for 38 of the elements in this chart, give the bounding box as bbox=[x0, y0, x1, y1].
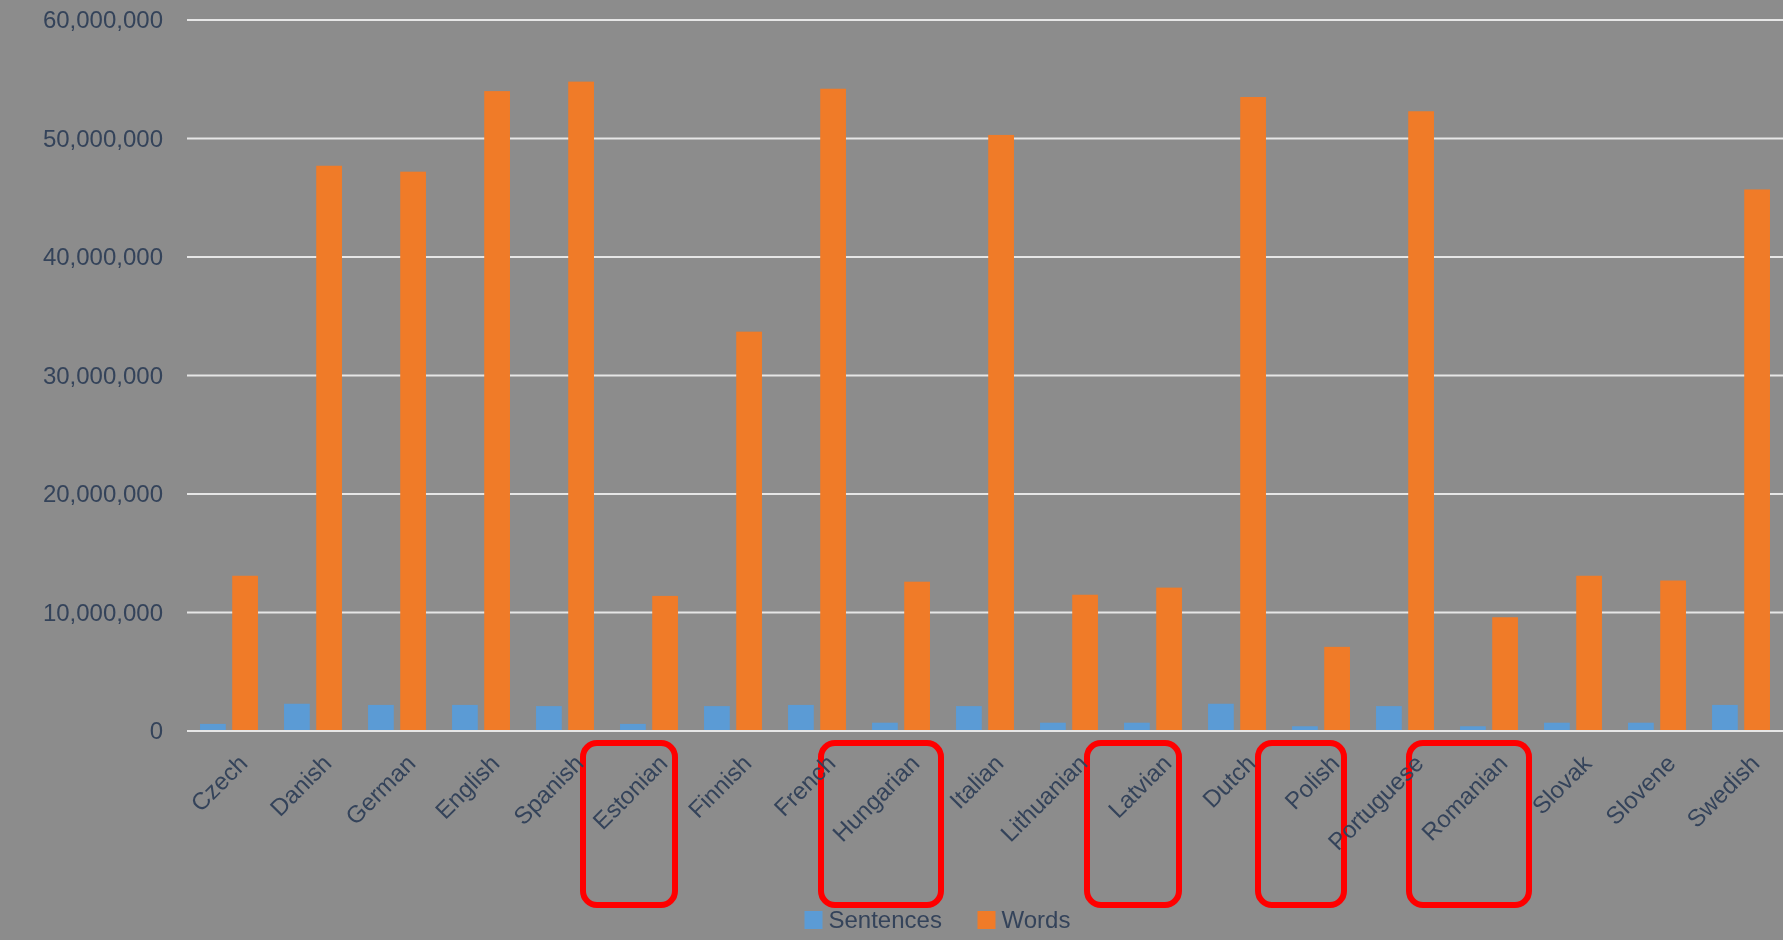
bar bbox=[956, 706, 982, 731]
bar bbox=[1660, 580, 1686, 731]
bar bbox=[1324, 646, 1350, 731]
bar bbox=[788, 704, 814, 731]
bar bbox=[820, 88, 846, 731]
bar bbox=[1376, 706, 1402, 731]
legend-label: Words bbox=[1001, 906, 1071, 934]
bar bbox=[232, 575, 258, 731]
y-tick-label: 20,000,000 bbox=[42, 480, 163, 508]
bar bbox=[1240, 97, 1266, 731]
y-tick-label: 10,000,000 bbox=[42, 598, 163, 626]
bar bbox=[452, 704, 478, 731]
bar bbox=[1576, 575, 1602, 731]
y-tick-label: 0 bbox=[149, 717, 163, 745]
bar bbox=[316, 165, 342, 731]
bar bbox=[400, 171, 426, 731]
bar bbox=[284, 703, 310, 731]
bar bbox=[736, 331, 762, 731]
y-tick-label: 50,000,000 bbox=[42, 124, 163, 152]
bar bbox=[1072, 594, 1098, 731]
bar bbox=[1492, 617, 1518, 731]
bar bbox=[1744, 189, 1770, 731]
y-tick-label: 30,000,000 bbox=[42, 361, 163, 389]
bar bbox=[1712, 704, 1738, 731]
bar bbox=[484, 91, 510, 731]
y-tick-label: 60,000,000 bbox=[42, 6, 163, 34]
bar bbox=[652, 595, 678, 731]
bar bbox=[704, 706, 730, 731]
bar bbox=[1208, 703, 1234, 731]
bar bbox=[568, 81, 594, 731]
bar bbox=[904, 581, 930, 731]
legend-label: Sentences bbox=[828, 906, 942, 934]
bar bbox=[368, 704, 394, 731]
bar bbox=[1408, 111, 1434, 731]
y-tick-label: 40,000,000 bbox=[42, 243, 163, 271]
bar bbox=[988, 134, 1014, 731]
bar bbox=[1156, 587, 1182, 731]
bar bbox=[536, 706, 562, 731]
